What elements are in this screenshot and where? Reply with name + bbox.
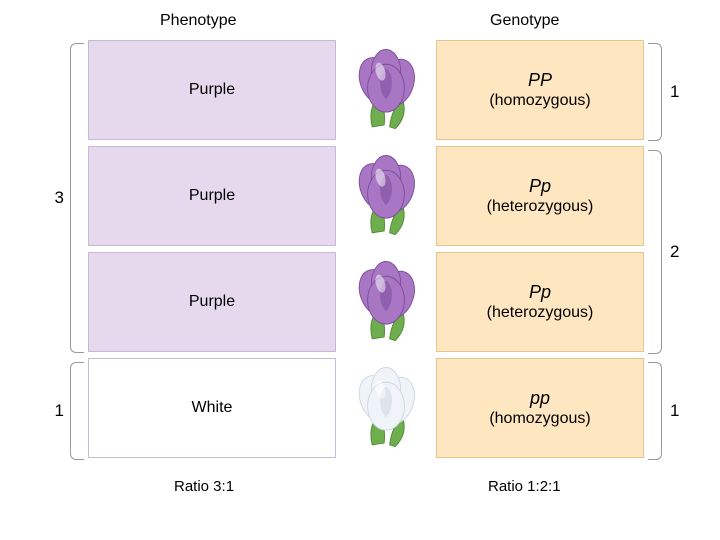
genotype-cell: PP(homozygous) <box>436 40 644 140</box>
right-bracket <box>648 362 662 460</box>
phenotype-cell: Purple <box>88 40 336 140</box>
left-bracket-label: 3 <box>44 188 64 208</box>
table-row: Purple Pp(heterozygous) <box>88 146 644 246</box>
table-row: Purple PP(homozygous) <box>88 40 644 140</box>
right-bracket-label: 1 <box>670 401 690 421</box>
right-bracket-label: 2 <box>670 242 690 262</box>
genotype-cell: pp(homozygous) <box>436 358 644 458</box>
zygosity-label: (heterozygous) <box>487 197 594 217</box>
zygosity-label: (homozygous) <box>489 91 590 111</box>
ratio-grid: Purple PP(homozygous)Purple Pp(heterozyg… <box>88 40 644 464</box>
right-bracket <box>648 43 662 141</box>
purple-flower-icon <box>336 252 436 352</box>
left-bracket-label: 1 <box>44 401 64 421</box>
zygosity-label: (heterozygous) <box>487 303 594 323</box>
white-flower-icon <box>336 358 436 458</box>
table-row: Purple Pp(heterozygous) <box>88 252 644 352</box>
phenotype-cell: Purple <box>88 146 336 246</box>
header-genotype: Genotype <box>490 12 559 30</box>
header-phenotype: Phenotype <box>160 12 237 30</box>
genotype-cell: Pp(heterozygous) <box>436 252 644 352</box>
right-bracket-label: 1 <box>670 82 690 102</box>
phenotype-cell: Purple <box>88 252 336 352</box>
allele-label: Pp <box>529 281 551 304</box>
left-bracket <box>70 362 84 460</box>
allele-label: Pp <box>529 175 551 198</box>
ratio-genotype: Ratio 1:2:1 <box>488 478 561 495</box>
genotype-cell: Pp(heterozygous) <box>436 146 644 246</box>
table-row: White pp(homozygous) <box>88 358 644 458</box>
purple-flower-icon <box>336 146 436 246</box>
left-bracket <box>70 43 84 353</box>
right-bracket <box>648 150 662 354</box>
phenotype-cell: White <box>88 358 336 458</box>
ratio-phenotype: Ratio 3:1 <box>174 478 234 495</box>
zygosity-label: (homozygous) <box>489 409 590 429</box>
allele-label: pp <box>530 387 550 410</box>
purple-flower-icon <box>336 40 436 140</box>
allele-label: PP <box>528 69 552 92</box>
